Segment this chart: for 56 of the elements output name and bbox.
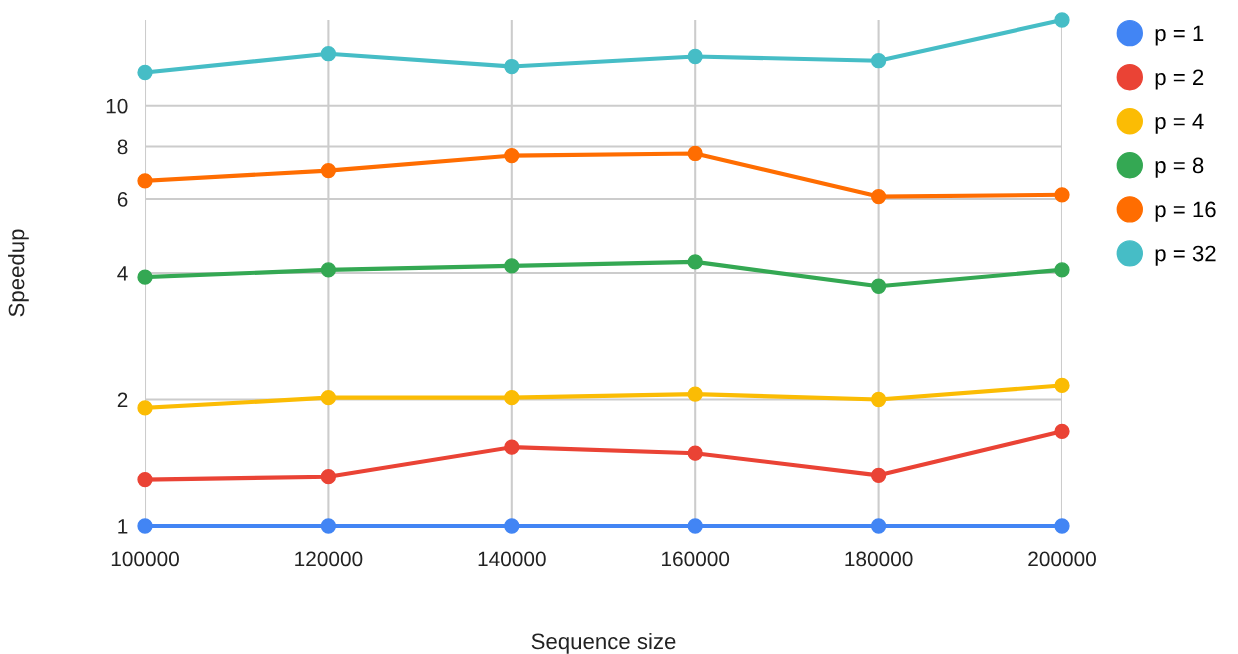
point <box>504 58 520 75</box>
x-tick-label: 200000 <box>1028 551 1096 567</box>
x-tick-label: 120000 <box>295 551 363 567</box>
point <box>1054 377 1070 394</box>
legend-label: p = 4 <box>1155 113 1204 134</box>
y-tick-label: 1 <box>118 519 128 534</box>
point <box>137 173 153 189</box>
point <box>870 467 887 483</box>
y-tick-label: 2 <box>117 392 128 408</box>
point <box>320 46 337 62</box>
point <box>1054 187 1070 203</box>
point <box>320 518 337 534</box>
point <box>504 518 520 534</box>
y-axis-title: Speedup <box>8 229 29 317</box>
y-tick-label: 8 <box>117 139 128 155</box>
point <box>687 518 703 534</box>
legend-label: p = 1 <box>1155 25 1204 46</box>
point <box>504 258 520 274</box>
point <box>137 518 153 534</box>
point <box>137 400 153 416</box>
point <box>870 278 887 294</box>
point <box>137 471 153 488</box>
y-tick-label: 10 <box>106 98 128 114</box>
point <box>504 390 520 406</box>
x-tick-label: 100000 <box>111 551 179 567</box>
point <box>1054 262 1070 278</box>
point <box>870 391 887 408</box>
point <box>870 518 887 534</box>
y-tick-label: 4 <box>117 266 128 281</box>
point <box>687 445 703 461</box>
x-tick-label: 140000 <box>478 551 546 567</box>
y-tick-label: 6 <box>117 192 128 207</box>
x-tick-label: 180000 <box>845 551 913 567</box>
x-tick-label: 160000 <box>662 551 730 567</box>
point <box>687 386 703 402</box>
point <box>870 53 887 69</box>
point <box>137 269 153 285</box>
point <box>504 439 520 455</box>
point <box>320 390 337 406</box>
legend-label: p = 8 <box>1155 157 1204 178</box>
point <box>320 162 337 179</box>
point <box>504 147 520 164</box>
point <box>870 188 887 205</box>
x-axis-title: Sequence size <box>531 632 676 654</box>
legend-label: p = 32 <box>1155 245 1216 266</box>
point <box>687 48 703 65</box>
point <box>320 469 337 485</box>
point <box>1054 423 1070 439</box>
point <box>1054 12 1070 28</box>
point <box>687 145 703 162</box>
point <box>137 64 153 81</box>
legend-label: p = 2 <box>1155 69 1204 90</box>
point <box>320 262 337 278</box>
point <box>1054 518 1070 534</box>
legend-label: p = 16 <box>1155 201 1216 222</box>
point <box>687 254 703 270</box>
